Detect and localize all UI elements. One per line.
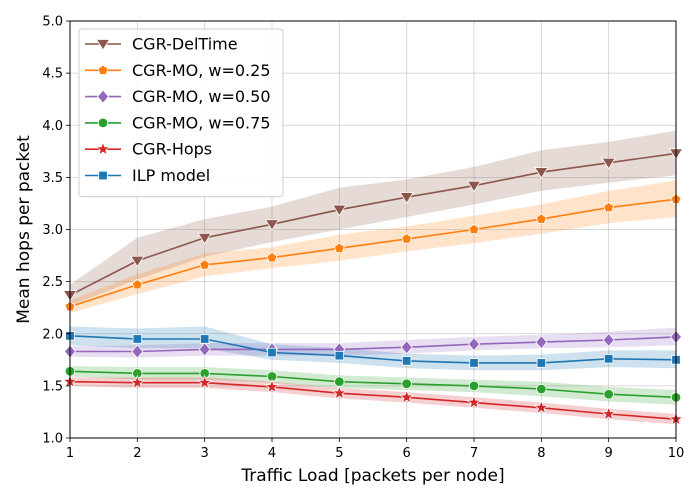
point-cgr-mo-w-0-50 xyxy=(535,334,548,350)
point-cgr-deltime xyxy=(332,204,347,217)
point-ilp-model xyxy=(334,350,345,361)
band-cgr-mo-w-0-25 xyxy=(70,180,676,313)
point-cgr-mo-w-0-50 xyxy=(400,340,413,355)
x-tick-label: 4 xyxy=(268,446,276,461)
y-tick-label: 3.0 xyxy=(42,223,63,238)
legend-marker-cgr-mo-w-0-50 xyxy=(96,89,110,104)
legend-label: CGR-DelTime xyxy=(132,35,238,54)
point-ilp-model xyxy=(469,358,479,368)
point-cgr-deltime xyxy=(264,219,280,231)
legend-label: ILP model xyxy=(132,166,210,185)
point-cgr-mo-w-0-75 xyxy=(603,389,614,400)
point-cgr-mo-w-0-50 xyxy=(602,332,615,348)
y-tick-label: 4.0 xyxy=(42,119,63,134)
point-cgr-mo-w-0-50 xyxy=(131,344,144,359)
legend-marker-cgr-mo-w-0-75 xyxy=(97,117,109,129)
point-cgr-deltime xyxy=(601,157,616,170)
line-cgr-mo-w-0-25 xyxy=(69,198,677,308)
legend: CGR-DelTime CGR-MO, w=0.25 CGR-MO, w=0.50 C… xyxy=(78,28,284,198)
legend-label: CGR-MO, w=0.25 xyxy=(132,61,271,80)
band-cgr-deltime xyxy=(70,130,676,306)
line-cgr-mo-w-0-75 xyxy=(69,370,677,399)
point-cgr-hops xyxy=(264,378,280,394)
point-cgr-mo-w-0-25 xyxy=(535,213,547,224)
x-tick-label: 8 xyxy=(537,446,545,461)
legend-box xyxy=(78,28,284,198)
line-cgr-mo-w-0-50 xyxy=(70,336,677,353)
point-cgr-mo-w-0-75 xyxy=(468,380,480,392)
line-ilp-model xyxy=(69,335,677,364)
band-cgr-mo-w-0-75 xyxy=(70,366,676,405)
point-cgr-deltime xyxy=(130,255,145,268)
point-cgr-mo-w-0-25 xyxy=(603,201,615,213)
point-cgr-deltime xyxy=(197,232,212,245)
point-cgr-hops xyxy=(533,399,550,415)
x-tick-label: 10 xyxy=(668,446,685,461)
point-cgr-mo-w-0-25 xyxy=(131,279,143,290)
point-cgr-hops xyxy=(398,389,415,404)
legend-marker-ilp-model xyxy=(98,170,108,181)
point-cgr-mo-w-0-25 xyxy=(401,233,413,244)
y-tick-label: 1.0 xyxy=(42,432,63,447)
point-cgr-mo-w-0-25 xyxy=(266,251,278,263)
point-ilp-model xyxy=(603,354,614,364)
confidence-bands xyxy=(70,130,676,425)
x-tick-label: 5 xyxy=(335,446,343,461)
point-cgr-mo-w-0-75 xyxy=(536,383,547,395)
x-axis-title: Traffic Load [packets per node] xyxy=(240,466,504,486)
y-tick-label: 2.0 xyxy=(42,327,63,342)
point-cgr-mo-w-0-75 xyxy=(401,378,412,389)
y-tick-label: 4.5 xyxy=(42,67,63,82)
legend-marker-cgr-hops xyxy=(95,141,111,156)
x-tick-label: 7 xyxy=(470,446,478,461)
point-cgr-hops xyxy=(600,405,617,421)
line-cgr-hops xyxy=(69,380,677,420)
point-cgr-deltime xyxy=(466,180,482,193)
point-cgr-mo-w-0-50 xyxy=(467,337,481,352)
point-ilp-model xyxy=(401,356,412,366)
y-tick-label: 5.0 xyxy=(42,15,63,30)
point-cgr-mo-w-0-25 xyxy=(468,223,480,235)
series-lines xyxy=(69,152,677,420)
x-tick-label: 1 xyxy=(66,446,74,461)
band-ilp-model xyxy=(70,326,676,371)
legend-label: CGR-MO, w=0.50 xyxy=(132,87,271,106)
x-tick-label: 3 xyxy=(201,446,209,461)
point-ilp-model xyxy=(132,334,143,344)
legend-label: CGR-MO, w=0.75 xyxy=(132,113,271,132)
point-cgr-hops xyxy=(129,374,146,390)
point-cgr-mo-w-0-50 xyxy=(198,342,211,357)
point-cgr-hops xyxy=(466,394,482,410)
point-cgr-mo-w-0-25 xyxy=(199,259,211,270)
point-ilp-model xyxy=(267,347,277,358)
x-tick-label: 2 xyxy=(133,446,141,461)
point-ilp-model xyxy=(199,334,210,344)
x-tick-label: 9 xyxy=(605,446,613,461)
x-tick-label: 6 xyxy=(403,446,411,461)
axis-ticks: 1 2 3 4 5 6 7 8 9 10 1.0 1.5 2.0 2.5 3.0 3.5 4.0 4.5 5.0 xyxy=(42,15,684,462)
y-axis-title: Mean hops per packet xyxy=(14,135,34,324)
point-ilp-model xyxy=(536,358,547,368)
y-tick-label: 1.5 xyxy=(42,379,63,394)
line-cgr-deltime xyxy=(69,152,677,296)
legend-marker-cgr-deltime xyxy=(95,39,111,51)
legend-label: CGR-Hops xyxy=(132,140,212,159)
point-cgr-hops xyxy=(331,385,348,400)
y-tick-label: 2.5 xyxy=(42,275,63,290)
point-cgr-deltime xyxy=(399,192,414,204)
point-cgr-mo-w-0-25 xyxy=(333,242,345,253)
legend-marker-cgr-mo-w-0-25 xyxy=(97,64,109,75)
y-tick-label: 3.5 xyxy=(42,171,63,186)
point-cgr-hops xyxy=(196,374,213,390)
point-cgr-deltime xyxy=(534,167,549,179)
